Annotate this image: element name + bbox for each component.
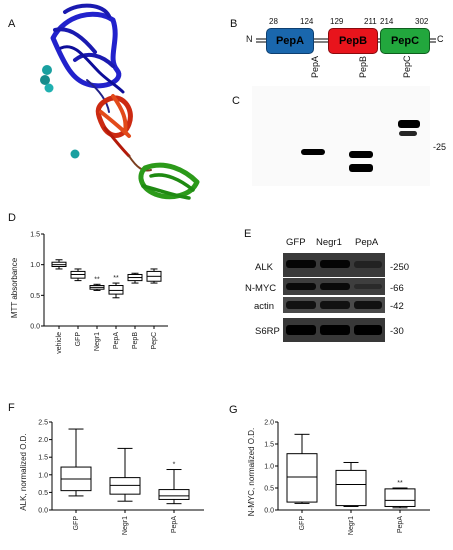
panel-label-d: D xyxy=(8,212,16,224)
box xyxy=(384,488,416,507)
panel-label-g: G xyxy=(229,404,238,416)
y-tick-label: 2.0 xyxy=(264,420,274,427)
y-tick-label: 1.5 xyxy=(264,442,274,449)
panel-label-c: C xyxy=(232,95,240,107)
panel-label-b: B xyxy=(230,18,238,30)
chart-g-plot: 0.0 0.5 1.0 1.5 2.0 GFP Negr1 PepA ** xyxy=(264,420,430,535)
box xyxy=(108,285,124,295)
chart-f-ylabel: ALK, normalized O.D. xyxy=(19,433,28,510)
y-tick-label: 1.5 xyxy=(30,232,40,239)
x-tick-label: Negr1 xyxy=(94,332,101,351)
x-tick-label: vehicle xyxy=(56,332,63,354)
chart-g-ylabel: N-MYC, normalized O.D. xyxy=(247,428,256,516)
chart-f-plot: 0.0 0.5 1.0 1.5 2.0 2.5 GFP Negr1 PepA * xyxy=(38,420,204,535)
box xyxy=(109,477,141,495)
chart-g: N-MYC, normalized O.D. 0.0 0.5 1.0 1.5 2.0 GF… xyxy=(247,420,430,535)
chart-d-plot: 0.0 0.5 1.0 1.5 vehicle GFP Negr1 ** PepA ** PepB P… xyxy=(30,232,168,354)
blot-band xyxy=(349,164,373,172)
domain-start-label: 129 xyxy=(330,17,344,26)
blot-e-strip-actin xyxy=(283,297,385,313)
chart-d: MTT absorbance 0.0 0.5 1.0 1.5 vehicle GFP Neg… xyxy=(10,232,168,354)
blot-e-marker: -250 xyxy=(390,262,410,273)
blot-e-row-label: ALK xyxy=(255,262,273,273)
significance-marker: ** xyxy=(113,275,119,282)
blot-lane-label: PepA xyxy=(310,55,320,78)
x-tick-label: PepA xyxy=(171,516,178,533)
blot-e-column: PepA xyxy=(355,237,379,248)
blot-e-marker: -42 xyxy=(390,301,404,312)
box xyxy=(335,469,367,507)
blot-e-row-label: actin xyxy=(254,301,275,312)
blot-e-row-label: N-MYC xyxy=(245,283,277,294)
y-tick-label: 0.5 xyxy=(264,486,274,493)
y-tick-label: 2.5 xyxy=(38,420,48,427)
y-tick-label: 0.0 xyxy=(264,508,274,515)
domain-start-label: 214 xyxy=(380,17,394,26)
x-tick-label: GFP xyxy=(73,516,80,531)
y-tick-label: 1.0 xyxy=(30,262,40,269)
x-tick-label: Negr1 xyxy=(122,516,129,535)
blot-e-marker: -66 xyxy=(390,283,404,294)
significance-marker: ** xyxy=(397,480,403,487)
significance-marker: * xyxy=(173,462,176,469)
domain-label-pepa: PepA xyxy=(275,35,305,47)
y-tick-label: 2.0 xyxy=(38,437,48,444)
c-terminus-label: C xyxy=(437,34,444,44)
blot-e-strip-s6rp xyxy=(283,318,385,342)
box xyxy=(286,453,318,503)
blot-lane-label: PepC xyxy=(402,55,412,78)
chart-d-ylabel: MTT absorbance xyxy=(10,257,19,318)
y-tick-label: 0.5 xyxy=(30,293,40,300)
n-terminus-label: N xyxy=(246,34,253,44)
x-tick-label: Negr1 xyxy=(348,516,355,535)
blot-e-strip-alk xyxy=(283,253,385,277)
y-tick-label: 1.5 xyxy=(38,455,48,462)
blot-c-membrane xyxy=(252,86,430,186)
domain-schematic: N C 28 124 PepA 129 211 PepB 214 302 Pep… xyxy=(246,16,446,56)
y-tick-label: 0.0 xyxy=(38,508,48,515)
y-tick-label: 0.0 xyxy=(30,324,40,331)
blot-e-column: GFP xyxy=(286,237,306,248)
x-tick-label: GFP xyxy=(299,516,306,531)
blot-lane-label: PepB xyxy=(358,55,368,78)
domain-start-label: 28 xyxy=(269,17,278,26)
blot-e-column: Negr1 xyxy=(316,237,342,248)
blot-band xyxy=(301,149,325,155)
blot-e-row-label: S6RP xyxy=(255,326,280,337)
blot-e-marker: -30 xyxy=(390,326,404,337)
domain-box-pepa: PepA xyxy=(266,28,314,54)
significance-marker: ** xyxy=(94,276,100,283)
blot-marker: -25 xyxy=(433,142,447,152)
domain-end-label: 211 xyxy=(364,17,377,26)
chart-f: ALK, normalized O.D. 0.0 0.5 1.0 1.5 2.0 2.5 G… xyxy=(19,420,204,535)
box xyxy=(158,489,190,500)
x-tick-label: PepB xyxy=(132,332,139,349)
panel-label-a: A xyxy=(8,18,16,30)
panel-label-e: E xyxy=(244,228,252,240)
domain-label-pepc: PepC xyxy=(390,35,420,47)
domain-label-pepb: PepB xyxy=(338,35,368,47)
y-tick-label: 1.0 xyxy=(264,464,274,471)
panel-label-f: F xyxy=(8,402,15,414)
blot-e-strip-nmyc xyxy=(283,278,385,295)
domain-end-label: 302 xyxy=(415,17,429,26)
blot-band xyxy=(398,120,420,128)
x-tick-label: PepC xyxy=(151,332,158,350)
blot-band xyxy=(399,131,417,136)
blot-band xyxy=(349,151,373,158)
domain-end-label: 124 xyxy=(300,17,314,26)
domain-box-pepc: PepC xyxy=(380,28,430,54)
y-tick-label: 1.0 xyxy=(38,472,48,479)
x-tick-label: GFP xyxy=(75,332,82,347)
protein-structure-image xyxy=(40,3,200,200)
domain-box-pepb: PepB xyxy=(328,28,378,54)
x-tick-label: PepA xyxy=(113,332,120,349)
x-tick-label: PepA xyxy=(397,516,404,533)
y-tick-label: 0.5 xyxy=(38,490,48,497)
